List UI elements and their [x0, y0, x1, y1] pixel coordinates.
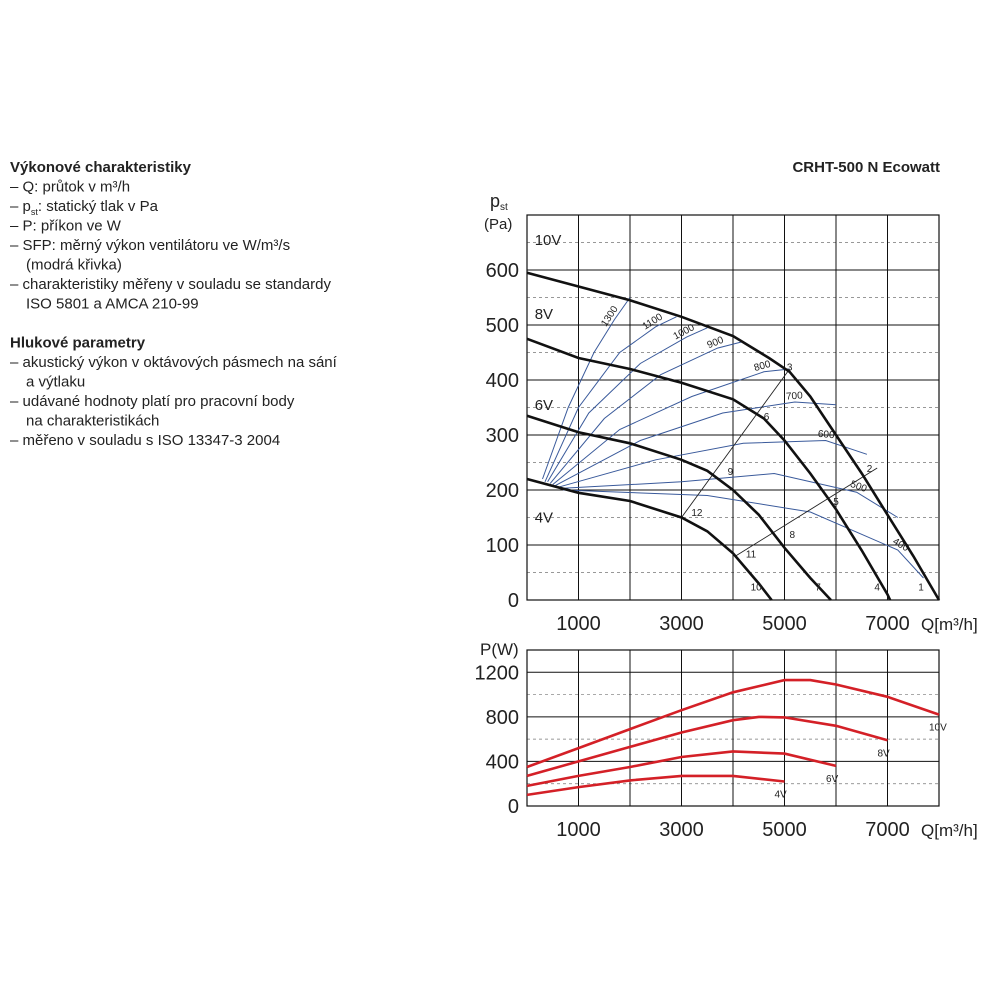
x-tick-label: 3000 [659, 819, 704, 841]
operating-point-label: 4 [874, 582, 880, 593]
sfp-curve [555, 401, 837, 487]
fan-curve [526, 774, 785, 797]
text-part: – p [10, 198, 31, 215]
y-tick-label: 0 [508, 796, 519, 818]
operating-point-label: 11 [746, 549, 757, 560]
list-line: – P: příkon ve W [10, 218, 122, 235]
y-tick-label: 600 [486, 260, 519, 282]
subscript: st [31, 207, 39, 217]
y-tick-label: 400 [486, 370, 519, 392]
series-label: 6V [535, 397, 553, 414]
x-tick-label: 1000 [556, 613, 601, 635]
y-tick-label: 300 [486, 425, 519, 447]
x-tick-label: 1000 [556, 819, 601, 841]
text-part: : statický tlak v Pa [38, 198, 159, 215]
sfp-curve [547, 327, 708, 483]
y-tick-label: 400 [486, 751, 519, 773]
sfp-curve [544, 316, 677, 483]
x-tick-label: 3000 [659, 613, 704, 635]
fan-curve [526, 477, 773, 601]
x-tick-label: 5000 [762, 819, 807, 841]
sfp-curve [557, 439, 868, 488]
sfp-curve [549, 341, 744, 484]
x-tick-label: 7000 [865, 613, 910, 635]
list-line: na charakteristikách [26, 413, 159, 430]
x-axis-label: Q[m³/h] [921, 821, 978, 840]
y-tick-label: 800 [486, 707, 519, 729]
sfp-curve [552, 368, 790, 485]
list-line: – pst: statický tlak v Pa [10, 198, 159, 217]
section-heading: Hlukové parametry [10, 335, 146, 352]
operating-point-label: 3 [787, 362, 793, 373]
operating-point-label: 8 [789, 530, 795, 541]
operating-point-label: 5 [833, 497, 839, 508]
fan-curve [526, 271, 941, 601]
system-line [735, 467, 878, 557]
y-tick-label: 200 [486, 480, 519, 502]
operating-point-label: 7 [815, 582, 821, 593]
sfp-curve [560, 472, 899, 518]
y-tick-label: 100 [486, 535, 519, 557]
fan-curve [526, 750, 837, 788]
subscript: st [500, 202, 508, 213]
sfp-label: 700 [786, 390, 804, 402]
list-line: – charakteristiky měřeny v souladu se st… [10, 276, 331, 293]
sfp-label: 600 [817, 429, 835, 441]
series-label: 4V [775, 789, 788, 800]
operating-point-label: 9 [728, 467, 734, 478]
series-label: 4V [535, 510, 553, 527]
y-axis-unit: (Pa) [484, 216, 512, 233]
list-line: (modrá křivka) [26, 257, 122, 274]
series-label: 10V [929, 723, 947, 734]
sfp-label: 900 [706, 335, 726, 352]
list-line: – udávané hodnoty platí pro pracovní bod… [10, 393, 295, 410]
list-line: – měřeno v souladu s ISO 13347-3 2004 [10, 432, 280, 449]
operating-point-label: 1 [918, 582, 924, 593]
operating-point-label: 6 [764, 412, 770, 423]
section-heading: Výkonové charakteristiky [10, 159, 192, 176]
fan-curve [526, 414, 832, 601]
sfp-label: 800 [753, 359, 772, 374]
y-axis-label: P(W) [480, 640, 519, 659]
list-line: – akustický výkon v oktávových pásmech n… [10, 354, 338, 371]
list-line: – Q: průtok v m³/h [10, 179, 130, 196]
list-line: ISO 5801 a AMCA 210-99 [26, 296, 199, 313]
list-line: – SFP: měrný výkon ventilátoru ve W/m³/s [10, 237, 290, 254]
x-axis-label: Q[m³/h] [921, 615, 978, 634]
y-tick-label: 500 [486, 315, 519, 337]
y-tick-label: 1200 [475, 662, 520, 684]
x-tick-label: 5000 [762, 613, 807, 635]
y-axis-label: pst [490, 191, 508, 213]
series-label: 6V [826, 774, 839, 785]
x-tick-label: 7000 [865, 819, 910, 841]
fan-curve [526, 337, 892, 601]
operating-point-label: 10 [751, 582, 763, 593]
text-part: p [490, 191, 500, 211]
fan-curve [526, 678, 940, 769]
series-label: 8V [535, 306, 553, 323]
series-label: 8V [878, 748, 891, 759]
fan-curve [526, 715, 888, 778]
system-line [681, 368, 790, 518]
sfp-curve [562, 489, 924, 579]
operating-point-label: 2 [867, 464, 873, 475]
sfp-curve [542, 297, 631, 480]
operating-point-label: 12 [691, 508, 703, 519]
y-tick-label: 0 [508, 590, 519, 612]
list-line: a výtlaku [26, 374, 85, 391]
model-title: CRHT-500 N Ecowatt [792, 159, 940, 176]
series-label: 10V [535, 232, 562, 249]
